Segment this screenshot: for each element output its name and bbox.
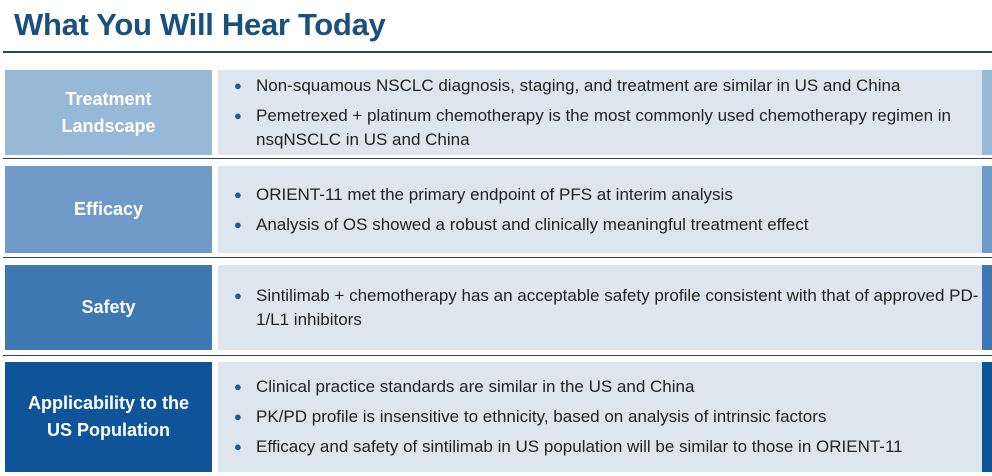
topic-label-text: Treatment Landscape <box>61 88 156 136</box>
topic-bullets: ● ORIENT-11 met the primary endpoint of P… <box>218 166 982 253</box>
bullet-item: ● Efficacy and safety of sintilimab in US… <box>234 435 982 459</box>
topic-bullets: ● Non-squamous NSCLC diagnosis, staging, … <box>218 70 982 155</box>
accent-strip <box>982 362 992 472</box>
accent-strip <box>982 70 992 155</box>
bullet-text: Non-squamous NSCLC diagnosis, staging, a… <box>256 75 901 95</box>
topic-label-text: Applicability to the US Population <box>27 393 189 440</box>
topic-bullets: ● Clinical practice standards are similar… <box>218 362 982 472</box>
topic-row: Safety ● Sintilimab + chemotherapy has an … <box>5 265 992 350</box>
title-divider <box>3 51 992 53</box>
topic-bullets: ● Sintilimab + chemotherapy has an accept… <box>218 265 982 350</box>
topic-row: Applicability to the US Population ● Clini… <box>5 362 992 472</box>
bullet-item: ● Non-squamous NSCLC diagnosis, staging, … <box>234 74 982 98</box>
bullet-icon: ● <box>234 439 242 454</box>
topic-label-text: Efficacy <box>73 199 144 219</box>
bullet-icon: ● <box>234 287 242 303</box>
bullet-text: PK/PD profile is insensitive to ethnicit… <box>256 407 827 426</box>
bullet-item: ● PK/PD profile is insensitive to ethnici… <box>234 405 982 429</box>
bullet-icon: ● <box>234 409 242 424</box>
topic-label-text: Safety <box>81 297 136 317</box>
slide-title: What You Will Hear Today <box>14 7 386 42</box>
bullet-item: ● Analysis of OS showed a robust and clin… <box>234 213 982 237</box>
topic-row: Efficacy ● ORIENT-11 met the primary endpo… <box>5 166 992 253</box>
topic-label: Applicability to the US Population <box>5 362 212 472</box>
bullet-item: ● Pemetrexed + platinum chemotherapy is t… <box>234 104 982 152</box>
bullet-text: ORIENT-11 met the primary endpoint of PF… <box>256 184 733 204</box>
bullet-text: Clinical practice standards are similar … <box>256 377 695 396</box>
bullet-item: ● Sintilimab + chemotherapy has an accept… <box>234 284 982 332</box>
bullet-item: ● Clinical practice standards are similar… <box>234 375 982 399</box>
topic-label: Treatment Landscape <box>5 70 212 155</box>
topic-label: Safety <box>5 265 212 350</box>
accent-strip <box>982 265 992 350</box>
bullet-item: ● ORIENT-11 met the primary endpoint of P… <box>234 183 982 207</box>
accent-strip <box>982 166 992 253</box>
bullet-icon: ● <box>234 77 242 93</box>
bullet-icon: ● <box>234 216 242 232</box>
topic-row: Treatment Landscape ● Non-squamous NSCLC d… <box>5 70 992 155</box>
topic-label: Efficacy <box>5 166 212 253</box>
bullet-icon: ● <box>234 186 242 202</box>
bullet-icon: ● <box>234 107 242 123</box>
bullet-text: Efficacy and safety of sintilimab in US … <box>256 437 903 456</box>
bullet-text: Pemetrexed + platinum chemotherapy is th… <box>256 105 951 149</box>
row-divider <box>3 355 992 356</box>
row-divider <box>3 158 992 159</box>
bullet-text: Sintilimab + chemotherapy has an accepta… <box>256 285 979 329</box>
bullet-text: Analysis of OS showed a robust and clini… <box>256 214 809 234</box>
bullet-icon: ● <box>234 379 242 394</box>
row-divider <box>3 257 992 258</box>
